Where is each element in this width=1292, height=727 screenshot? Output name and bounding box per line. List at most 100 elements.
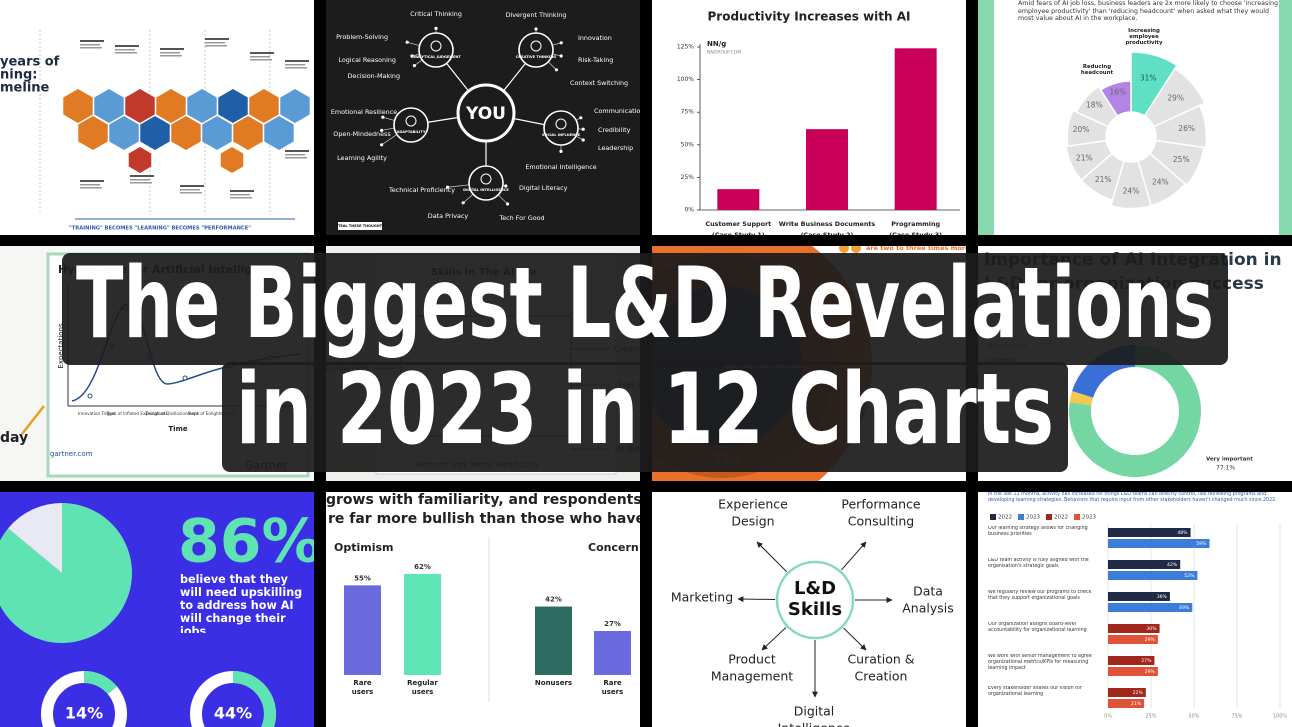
heading: years of	[0, 55, 60, 70]
axis-label: Time	[168, 425, 187, 433]
text-block	[130, 182, 152, 184]
phase-label: Slope of Enlightenment	[187, 411, 236, 416]
category-label: users	[602, 688, 624, 696]
node-label: Analysis	[902, 601, 954, 616]
legend-swatch	[990, 514, 996, 520]
x-tick-label: (Case Study 2)	[801, 231, 854, 239]
value-label: 24%	[1152, 178, 1169, 187]
value-label: 55%	[354, 574, 371, 582]
hexagon	[233, 116, 263, 150]
text-block	[160, 55, 182, 57]
row-label-text: Our organization assigns board-level acc…	[988, 622, 1087, 633]
node-label: Intelligence	[778, 721, 851, 727]
row-label-text: We work with senior management to agree …	[988, 654, 1092, 671]
legend-label: 2022	[998, 515, 1012, 521]
value-label: 18%	[1086, 100, 1103, 109]
legend-swatch	[1018, 514, 1024, 520]
row-label: We regularly review our programs to chec…	[988, 590, 1092, 601]
donut-label: 44%	[214, 704, 252, 723]
footer: STEAL THESE THOUGHTS	[335, 224, 385, 228]
node-label: Design	[731, 514, 774, 529]
value-label: 42%	[545, 596, 562, 604]
node-dot	[559, 41, 563, 45]
node-label: Digital	[794, 704, 835, 719]
value-label: 27%	[1141, 658, 1152, 664]
category-label: Regular	[407, 679, 438, 687]
source: gartner.com	[50, 450, 93, 458]
text-block	[230, 190, 254, 192]
text-block	[115, 49, 135, 51]
bar	[1108, 635, 1158, 644]
y-tick-label: 100%	[677, 76, 694, 83]
node-dot	[534, 27, 538, 31]
leaf-label: Divergent Thinking	[506, 11, 567, 19]
hub	[393, 107, 429, 143]
row-label: Every stakeholder shares our vision for …	[988, 686, 1082, 697]
text-block	[285, 67, 307, 69]
hub-label: CREATIVE THINKING	[516, 55, 557, 59]
legend-label: 2023	[1026, 515, 1040, 521]
bar	[806, 129, 848, 210]
x-tick-label: 25%	[1145, 714, 1156, 720]
text-block	[80, 47, 102, 49]
hub	[518, 32, 554, 68]
value-label: 42%	[1167, 562, 1178, 568]
leaf-label: Innovation	[578, 34, 612, 42]
text-block	[285, 154, 305, 156]
node-dot	[506, 202, 510, 206]
text-block	[230, 197, 252, 199]
callout-text: Increasing employee productivity	[1125, 28, 1163, 47]
hexagon	[94, 89, 124, 123]
leaf-label: Communication	[594, 107, 644, 115]
leaf-label: Problem-Solving	[336, 33, 388, 41]
hexagon	[171, 116, 201, 150]
title-line: in 2023 in 12 Charts	[236, 353, 1054, 467]
title-line: The Biggest L&D Revelations	[76, 247, 1214, 361]
value-label: 62%	[414, 563, 431, 571]
text-block	[285, 60, 309, 62]
legend-swatch	[1074, 514, 1080, 520]
value-label: 49%	[1179, 605, 1190, 611]
donut-segment	[1069, 345, 1201, 477]
center-node	[775, 560, 855, 640]
hub-icon	[405, 115, 417, 127]
value-label: 21%	[1095, 175, 1112, 184]
node-label: Experience	[718, 497, 788, 512]
leaf-label: Open-Mindedness	[333, 130, 391, 138]
text-block	[160, 48, 184, 50]
node-dot	[412, 64, 416, 68]
description-text: believe that they will need upskilling t…	[180, 573, 303, 633]
category-label: users	[412, 688, 434, 696]
value-label: 31%	[1140, 73, 1157, 82]
headline: grows with familiarity, and respondents …	[326, 492, 727, 508]
row-label-text: Every stakeholder shares our vision for …	[988, 686, 1082, 697]
row-label: We work with senior management to agree …	[988, 654, 1092, 671]
legend-label: 2022	[1054, 515, 1068, 521]
leaf-label: Risk-Taking	[578, 56, 613, 64]
x-tick-label: (Case Study 3)	[889, 231, 942, 239]
hub-icon	[555, 118, 567, 130]
pie-rest	[8, 503, 63, 573]
node-dot	[581, 138, 585, 142]
bar	[1108, 688, 1146, 697]
node-dot	[380, 128, 384, 132]
x-tick-label: 0%	[1104, 714, 1112, 720]
node-dot	[554, 68, 558, 72]
leaf-label: Learning Agility	[337, 154, 387, 162]
chart-title: Productivity Increases with AI	[707, 10, 910, 24]
bar	[344, 585, 381, 675]
text-block	[285, 64, 305, 66]
text-block	[80, 180, 104, 182]
arrow	[756, 541, 788, 573]
leaf-label: Tech For Good	[498, 214, 544, 222]
tile: Experience Design Performance Consulting Dat…	[652, 492, 966, 727]
bar	[594, 630, 631, 675]
hub-icon	[530, 40, 542, 52]
node-label: Product	[728, 652, 776, 667]
x-tick-label: 75%	[1231, 714, 1242, 720]
text-block	[160, 52, 180, 54]
y-tick-label: 125%	[677, 44, 694, 51]
y-tick-label: 75%	[681, 109, 695, 116]
